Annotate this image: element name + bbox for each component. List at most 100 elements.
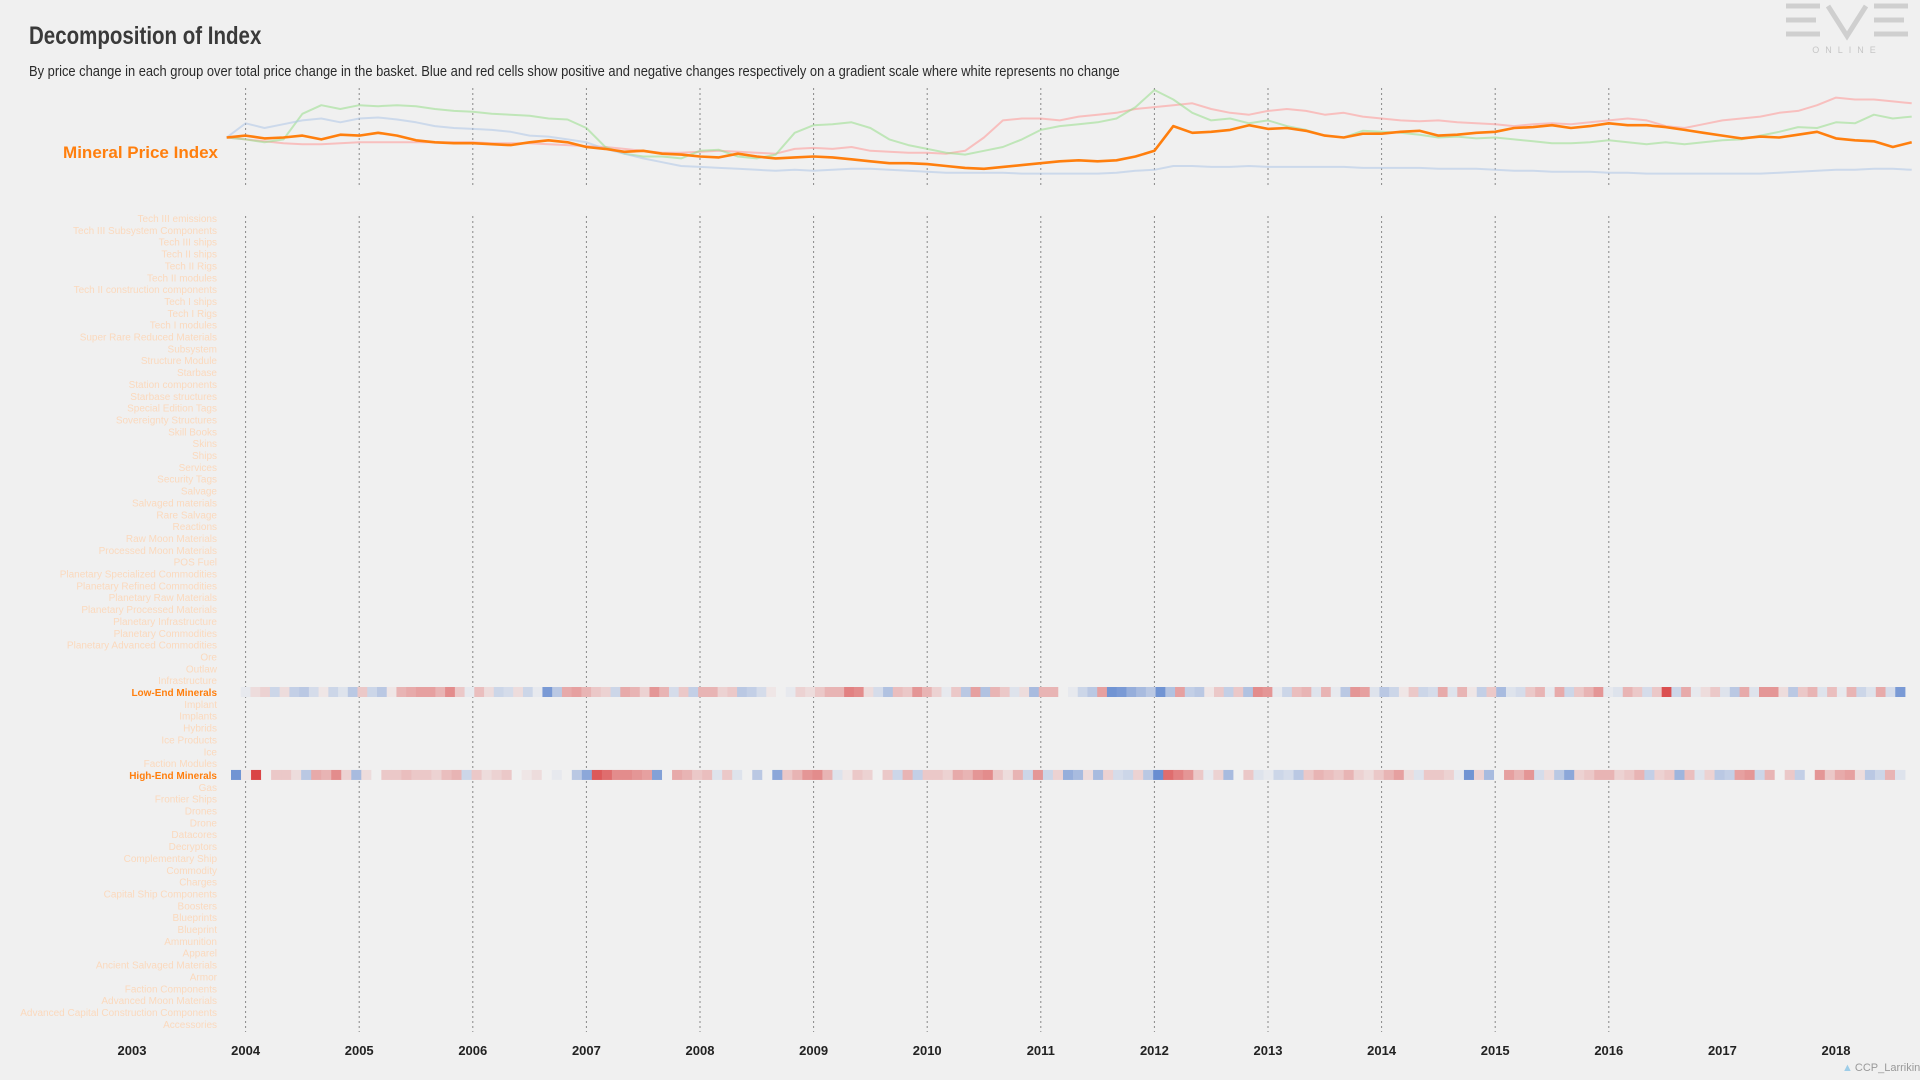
heatmap-cell [1486, 687, 1497, 697]
row-label: Salvage [181, 487, 218, 498]
heatmap-cell [240, 687, 251, 697]
heatmap-cell [1136, 687, 1147, 697]
heatmap-cell [1593, 687, 1604, 697]
heatmap-cell [1418, 687, 1429, 697]
row-label: Commodity [166, 866, 217, 877]
heatmap-cell [1739, 687, 1750, 697]
heatmap-cell [552, 687, 563, 697]
author-credit[interactable]: ▲ CCP_Larrikin [1842, 1062, 1920, 1074]
heatmap-cell [484, 687, 495, 697]
heatmap-cell [982, 769, 994, 780]
heatmap-cell [471, 769, 482, 780]
heatmap-cell [1651, 687, 1663, 697]
row-label: Special Edition Tags [127, 404, 217, 415]
heatmap-cell [1193, 769, 1204, 780]
row-label: Salvaged materials [132, 498, 217, 509]
heatmap-cell [454, 687, 465, 697]
heatmap-cell [1836, 687, 1847, 697]
heatmap-cell [1359, 687, 1371, 697]
row-label: Tech I Rigs [168, 309, 217, 320]
heatmap-cell [852, 769, 863, 780]
row-label: Gas [199, 783, 217, 794]
heatmap-cell [1885, 687, 1896, 697]
heatmap-cell [328, 687, 339, 697]
heatmap-cell [1052, 769, 1064, 780]
heatmap-cell [1710, 687, 1721, 697]
heatmap-cell [1002, 769, 1014, 780]
x-tick-label: 2003 [118, 1043, 147, 1058]
row-label: Charges [179, 878, 217, 889]
row-label: Apparel [183, 949, 217, 960]
heatmap-cell [832, 769, 843, 780]
heatmap-cell [1153, 769, 1164, 780]
heatmap-cell [331, 769, 342, 780]
heatmap-cell [912, 769, 924, 780]
heatmap-cell [1624, 769, 1635, 780]
row-label: Skins [193, 439, 217, 450]
row-label: Ice Products [161, 735, 217, 746]
x-tick-label: 2013 [1254, 1043, 1283, 1058]
row-label: Planetary Commodities [114, 629, 217, 640]
heatmap-cell [812, 769, 823, 780]
heatmap-cell [1457, 687, 1468, 697]
heatmap-cell [1068, 687, 1079, 697]
heatmap-cell [1515, 687, 1526, 697]
heatmap-cell [912, 687, 923, 697]
heatmap-cell [541, 769, 553, 780]
index-label: Mineral Price Index [63, 143, 218, 162]
heatmap-cell [1894, 769, 1906, 780]
row-label: Tech II construction components [74, 285, 217, 296]
heatmap-cell [795, 687, 806, 697]
heatmap-cell [1175, 687, 1186, 697]
row-label: Datacores [171, 830, 217, 841]
heatmap-cell [1681, 687, 1692, 697]
row-label: Tech I ships [164, 297, 217, 308]
heatmap-cell [1804, 769, 1816, 780]
heatmap-cell [1622, 687, 1633, 697]
x-tick-label: 2007 [572, 1043, 601, 1058]
heatmap-cell [591, 769, 603, 780]
heatmap-cell [1797, 687, 1809, 697]
heatmap-cell [415, 687, 427, 697]
row-label: Super Rare Reduced Materials [80, 333, 217, 344]
heatmap-cell [631, 769, 643, 780]
heatmap-cell [301, 769, 312, 780]
heatmap-cell [727, 687, 738, 697]
heatmap-cell [1784, 769, 1796, 780]
row-label: Planetary Raw Materials [109, 593, 217, 604]
heatmap-cell [1613, 687, 1624, 697]
row-label: Planetary Processed Materials [81, 605, 217, 616]
x-tick-label: 2009 [799, 1043, 828, 1058]
heatmap-cell [503, 687, 514, 697]
x-tick-label: 2008 [686, 1043, 715, 1058]
heatmap-cell [1603, 687, 1614, 697]
heatmap-cell [532, 687, 543, 697]
heatmap-cell [1483, 769, 1495, 780]
heatmap-cell [531, 769, 543, 780]
heatmap-cell [862, 769, 873, 780]
heatmap-cell [1273, 769, 1284, 780]
heatmap-cell [1253, 769, 1264, 780]
heatmap-cell [1303, 769, 1314, 780]
heatmap-cell [1340, 687, 1351, 697]
row-label: Station components [129, 380, 217, 391]
heatmap-cell [1097, 687, 1108, 697]
heatmap-cell [1504, 769, 1515, 780]
group-line-green [226, 89, 1912, 160]
row-label: Infrastructure [158, 676, 217, 687]
heatmap-cell [1574, 769, 1585, 780]
row-label: Tech III ships [159, 238, 217, 249]
heatmap-cell [1671, 687, 1682, 697]
heatmap-cell [1145, 687, 1156, 697]
heatmap-cell [1854, 769, 1866, 780]
heatmap-cell [972, 769, 984, 780]
heatmap-cell [766, 687, 777, 697]
heatmap-cell [1554, 769, 1565, 780]
heatmap-cell [435, 687, 446, 697]
heatmap-cell [1754, 769, 1766, 780]
heatmap-cell [1019, 687, 1030, 697]
heatmap-cell [1774, 769, 1786, 780]
heatmap-cell [639, 687, 650, 697]
heatmap-cell [1473, 769, 1485, 780]
heatmap-cell [717, 687, 728, 697]
